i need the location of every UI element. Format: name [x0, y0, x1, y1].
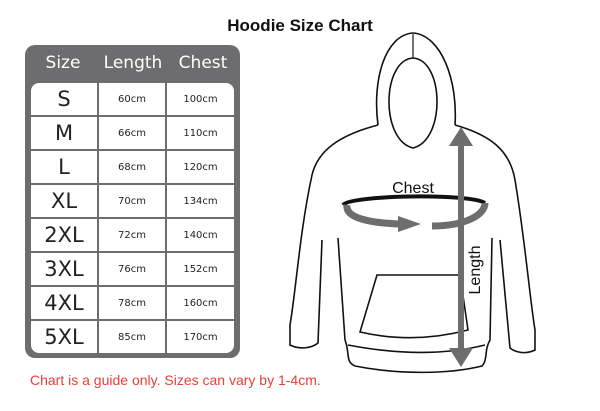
cell-length: 78cm: [99, 287, 165, 319]
table-row: XL 70cm 134cm: [31, 185, 234, 217]
cell-length: 66cm: [99, 117, 165, 149]
header-length: Length: [103, 53, 163, 73]
arrow-down-icon: [449, 348, 473, 367]
cell-length: 76cm: [99, 253, 165, 285]
chest-arrow: [343, 204, 401, 228]
table-row: 5XL 85cm 170cm: [31, 321, 234, 353]
chest-label: Chest: [392, 180, 434, 197]
chest-line: [341, 194, 487, 207]
table-row: M 66cm 110cm: [31, 117, 234, 149]
chart-title: Hoodie Size Chart: [227, 16, 373, 35]
cell-length: 72cm: [99, 219, 165, 251]
cell-chest: 110cm: [167, 117, 234, 149]
cell-chest: 160cm: [167, 287, 234, 319]
length-label: Length: [467, 246, 484, 295]
arrow-up-icon: [449, 127, 473, 146]
cell-size: S: [31, 83, 97, 115]
cell-chest: 152cm: [167, 253, 234, 285]
guide-note: Chart is a guide only. Sizes can vary by…: [30, 372, 321, 388]
header-chest: Chest: [178, 53, 228, 73]
cell-size: 3XL: [31, 253, 97, 285]
cell-size: XL: [31, 185, 97, 217]
header-size: Size: [45, 53, 81, 73]
table-row: L 68cm 120cm: [31, 151, 234, 183]
cell-size: M: [31, 117, 97, 149]
table-row: 4XL 78cm 160cm: [31, 287, 234, 319]
hoodie-outline: [289, 32, 536, 374]
cell-chest: 134cm: [167, 185, 234, 217]
cell-size: L: [31, 151, 97, 183]
cell-length: 85cm: [99, 321, 165, 353]
size-table: Size Length Chest S 60cm 100cm M 66cm 110cm L 6…: [25, 45, 240, 358]
table-row: 2XL 72cm 140cm: [31, 219, 234, 251]
cell-length: 60cm: [99, 83, 165, 115]
cell-size: 2XL: [31, 219, 97, 251]
table-row: S 60cm 100cm: [31, 83, 234, 115]
cell-chest: 170cm: [167, 321, 234, 353]
cell-chest: 140cm: [167, 219, 234, 251]
cell-length: 70cm: [99, 185, 165, 217]
cell-size: 5XL: [31, 321, 97, 353]
chest-arrowhead-icon: [398, 216, 421, 232]
cell-chest: 120cm: [167, 151, 234, 183]
table-row: 3XL 76cm 152cm: [31, 253, 234, 285]
cell-chest: 100cm: [167, 83, 234, 115]
cell-size: 4XL: [31, 287, 97, 319]
cell-length: 68cm: [99, 151, 165, 183]
